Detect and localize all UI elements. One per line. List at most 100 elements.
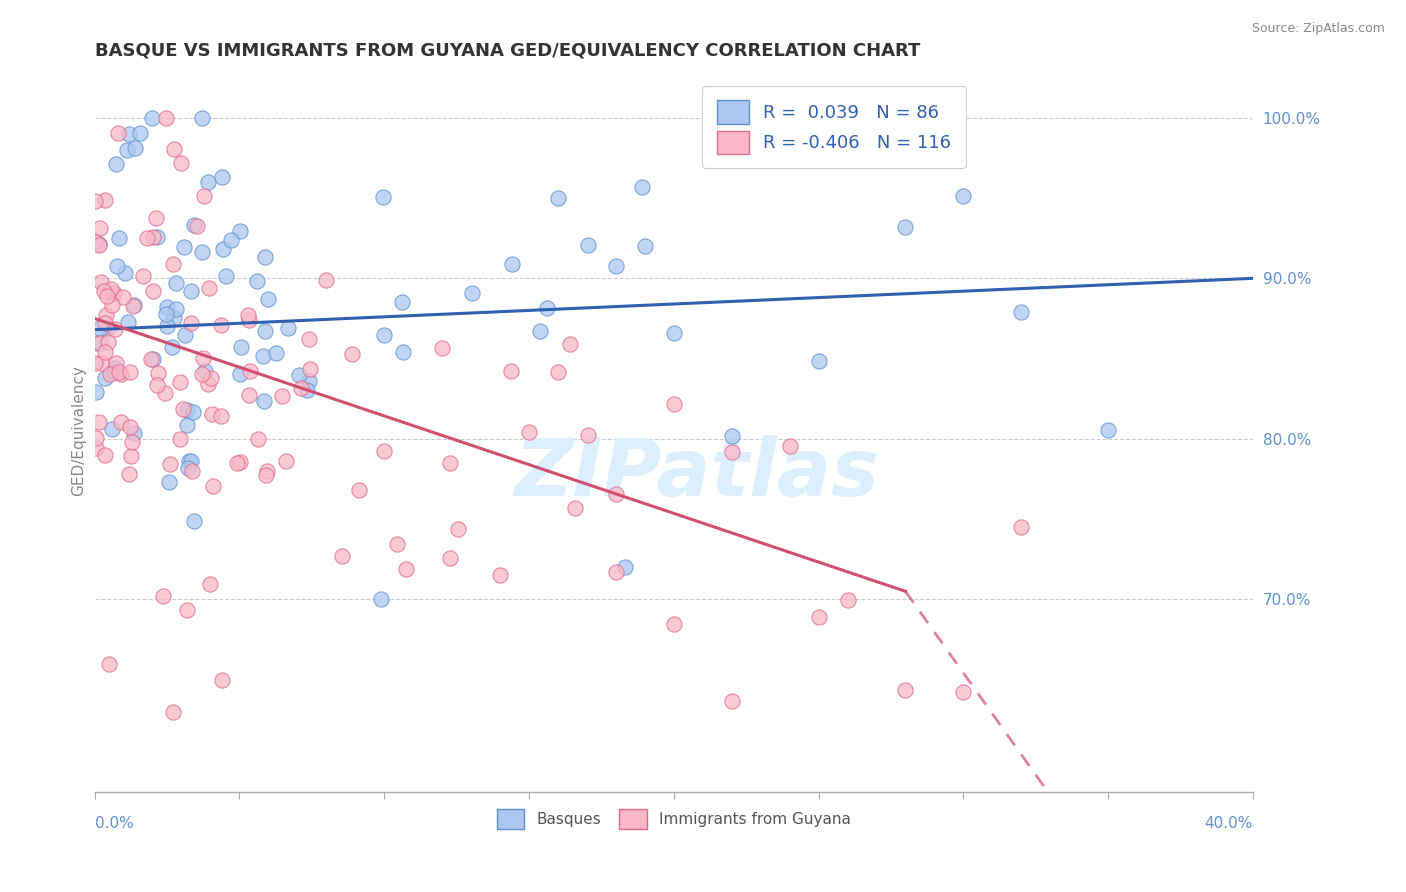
Point <box>129 126 152 140</box>
Point <box>100 282 122 296</box>
Point <box>288 368 311 382</box>
Point <box>173 327 195 342</box>
Point <box>194 364 217 378</box>
Point <box>298 361 321 376</box>
Point <box>257 292 280 306</box>
Point <box>395 562 418 576</box>
Point <box>447 522 470 536</box>
Point <box>156 300 179 314</box>
Point <box>84 385 107 400</box>
Point <box>1097 423 1119 437</box>
Point <box>162 257 184 271</box>
Point <box>228 367 250 381</box>
Point <box>124 141 146 155</box>
Point <box>153 385 176 400</box>
Point <box>392 344 415 359</box>
Point <box>202 478 225 492</box>
Point <box>246 432 269 446</box>
Point <box>290 380 312 394</box>
Point <box>87 237 110 252</box>
Point <box>118 127 141 141</box>
Point <box>107 126 129 140</box>
Point <box>298 374 321 388</box>
Point <box>103 285 125 300</box>
Point <box>547 191 569 205</box>
Point <box>101 422 124 436</box>
Point <box>193 189 215 203</box>
Point <box>103 365 125 379</box>
Point <box>89 320 111 334</box>
Point <box>155 307 177 321</box>
Point <box>141 111 163 125</box>
Point <box>190 244 212 259</box>
Point <box>104 361 127 376</box>
Point <box>94 448 117 462</box>
Point <box>169 375 191 389</box>
Point <box>340 346 363 360</box>
Point <box>720 445 742 459</box>
Point <box>613 560 636 574</box>
Point <box>547 365 569 379</box>
Point <box>173 240 195 254</box>
Point <box>183 514 205 528</box>
Point <box>93 371 115 385</box>
Point <box>90 355 112 369</box>
Point <box>94 308 117 322</box>
Point <box>373 328 395 343</box>
Point <box>564 500 586 515</box>
Point <box>253 324 276 338</box>
Point <box>238 313 260 327</box>
Point <box>536 301 558 315</box>
Point <box>146 378 169 392</box>
Point <box>807 610 830 624</box>
Point <box>720 429 742 443</box>
Point <box>163 311 186 326</box>
Point <box>297 383 319 397</box>
Point <box>177 453 200 467</box>
Point <box>89 335 111 350</box>
Point <box>152 590 174 604</box>
Point <box>159 457 181 471</box>
Point <box>894 682 917 697</box>
Point <box>155 111 177 125</box>
Point <box>215 268 238 283</box>
Point <box>120 365 142 379</box>
Point <box>124 425 146 440</box>
Point <box>84 431 107 445</box>
Point <box>1010 520 1032 534</box>
Point <box>172 401 194 416</box>
Point <box>252 349 274 363</box>
Point <box>238 388 260 402</box>
Point <box>142 285 165 299</box>
Point <box>219 233 242 247</box>
Point <box>98 367 121 381</box>
Point <box>779 439 801 453</box>
Point <box>501 257 523 271</box>
Point <box>122 299 145 313</box>
Point <box>605 259 627 273</box>
Point <box>96 289 118 303</box>
Point <box>270 389 292 403</box>
Point <box>315 273 337 287</box>
Point <box>430 341 453 355</box>
Point <box>108 231 131 245</box>
Point <box>110 415 132 429</box>
Point <box>605 565 627 579</box>
Point <box>181 465 204 479</box>
Point <box>170 155 193 169</box>
Point <box>197 175 219 189</box>
Point <box>662 397 685 411</box>
Point <box>225 456 247 470</box>
Point <box>93 193 115 207</box>
Point <box>105 356 128 370</box>
Point <box>118 467 141 482</box>
Point <box>117 315 139 329</box>
Point <box>115 143 138 157</box>
Point <box>373 444 395 458</box>
Point <box>160 340 183 354</box>
Point <box>176 403 198 417</box>
Point <box>83 356 105 370</box>
Point <box>120 419 142 434</box>
Point <box>181 405 204 419</box>
Point <box>120 449 142 463</box>
